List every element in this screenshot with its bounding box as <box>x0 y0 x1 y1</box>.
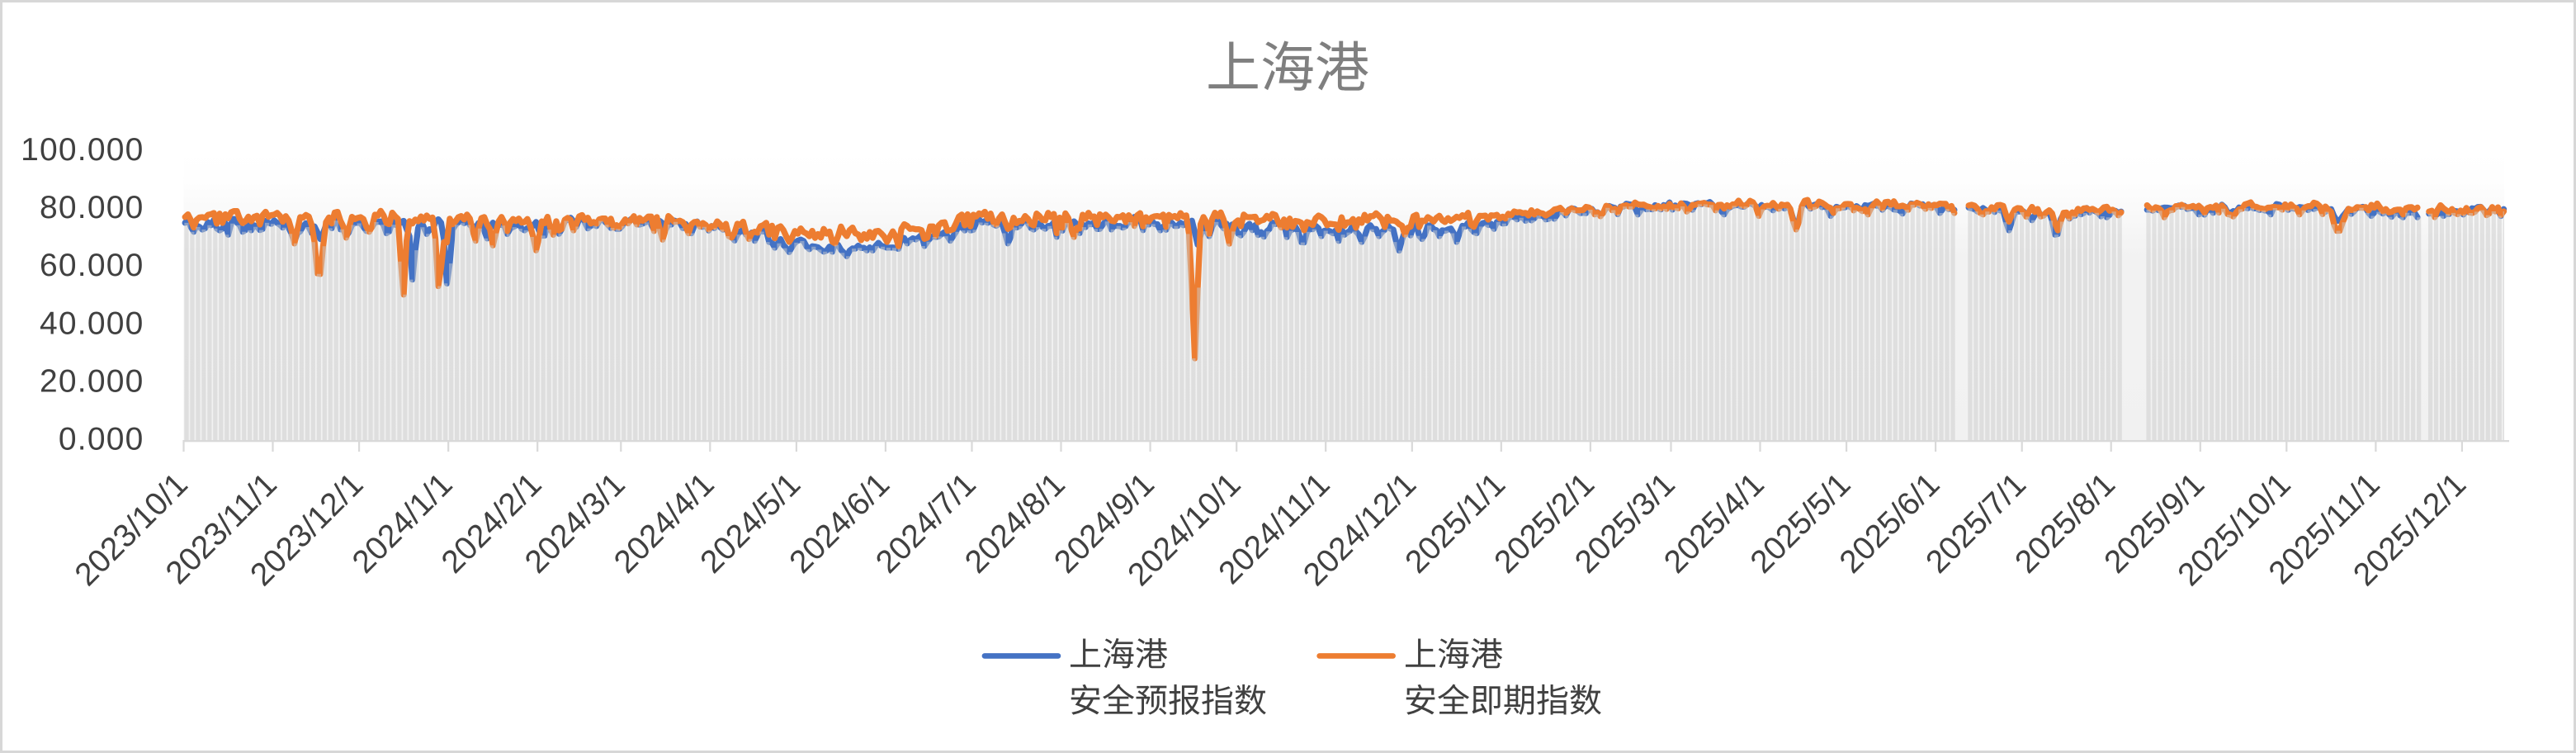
svg-text:40.000: 40.000 <box>40 305 144 341</box>
svg-text:60.000: 60.000 <box>40 248 144 283</box>
svg-text:80.000: 80.000 <box>40 190 144 225</box>
svg-text:0.000: 0.000 <box>59 421 144 457</box>
svg-text:20.000: 20.000 <box>40 363 144 399</box>
svg-text:100.000: 100.000 <box>21 132 144 168</box>
